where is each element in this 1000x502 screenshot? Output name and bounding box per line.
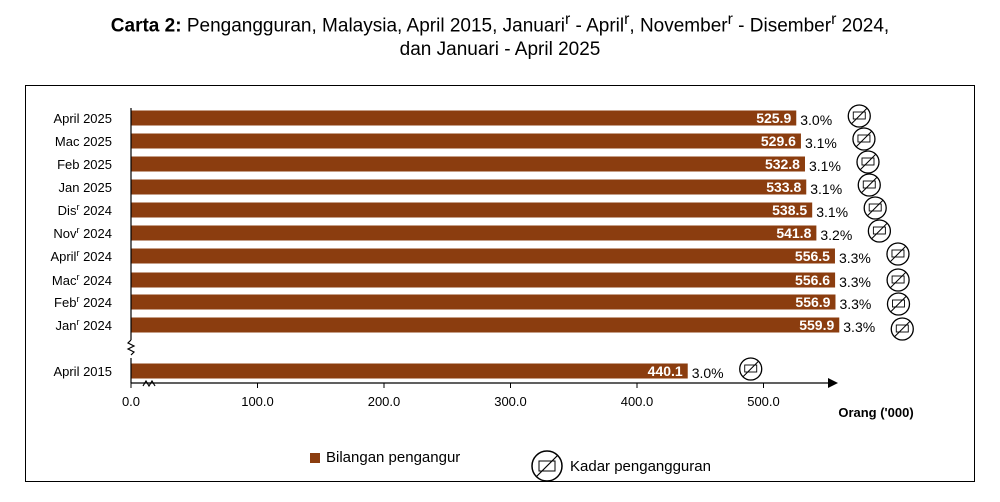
- rate-icon-6: [886, 242, 910, 266]
- category-label: April 2015: [53, 364, 112, 379]
- rate-icon-4: [863, 196, 887, 220]
- bar: [131, 179, 807, 195]
- chart-title: Carta 2: Pengangguran, Malaysia, April 2…: [0, 8, 1000, 62]
- category-label: Mac 2025: [55, 134, 112, 149]
- title-year: 2024,: [836, 15, 890, 37]
- bar-value-label: 532.8: [765, 156, 800, 172]
- title-sup-2: r: [624, 11, 630, 28]
- legend-bar-swatch: [310, 452, 320, 463]
- title-dash-1: -: [570, 15, 587, 37]
- rate-icon: [531, 450, 563, 482]
- rate-label: 3.1%: [805, 135, 837, 151]
- bar: [131, 363, 688, 379]
- title-disember: Disember: [749, 15, 832, 37]
- legend-rate: Kadar pengangguran: [530, 449, 711, 483]
- category-label: Disr 2024: [58, 202, 112, 218]
- x-tick-label: 500.0: [747, 394, 780, 409]
- title-sup-4: r: [831, 11, 837, 28]
- bar: [131, 248, 835, 264]
- bar-value-label: 559.9: [799, 317, 834, 333]
- rate-icon-5: [867, 219, 892, 243]
- category-label: April 2025: [53, 111, 112, 126]
- x-axis-break: [142, 379, 156, 388]
- category-label: Jan 2025: [59, 180, 113, 195]
- rate-label: 3.0%: [692, 365, 724, 381]
- rate-label: 3.3%: [839, 274, 871, 290]
- legend-rate-label: Kadar pengangguran: [570, 457, 711, 475]
- rate-label: 3.0%: [800, 112, 832, 128]
- title-line-2: dan Januari - April 2025: [399, 39, 601, 61]
- title-sup-3: r: [727, 11, 733, 28]
- rate-icon-7: [886, 268, 910, 292]
- bar-value-label: 556.9: [795, 294, 830, 310]
- category-label: Feb 2025: [57, 157, 112, 172]
- bar: [131, 272, 836, 288]
- x-tick-label: 100.0: [241, 394, 274, 409]
- rate-label: 3.2%: [820, 227, 852, 243]
- rate-label: 3.3%: [843, 319, 875, 335]
- x-tick-label: 200.0: [368, 394, 401, 409]
- title-april: April: [586, 15, 625, 37]
- rate-icon-3: [857, 173, 881, 197]
- bar-value-label: 533.8: [766, 179, 801, 195]
- bar-value-label: 538.5: [772, 202, 807, 218]
- category-label: Novr 2024: [53, 225, 112, 241]
- bar-value-label: 541.8: [776, 225, 811, 241]
- bar: [131, 202, 813, 218]
- rate-label: 3.1%: [809, 158, 841, 174]
- bar-value-label: 440.1: [648, 363, 683, 379]
- category-label: Aprilr 2024: [50, 248, 112, 264]
- x-tick-label: 300.0: [494, 394, 527, 409]
- rate-icon-10: [739, 357, 763, 381]
- title-dash-2: -: [732, 15, 750, 37]
- bar: [131, 225, 817, 241]
- category-label: Macr 2024: [52, 272, 112, 288]
- legend-bars: Bilangan pengangur: [310, 449, 460, 466]
- rate-label: 3.1%: [816, 204, 848, 220]
- bar-value-label: 525.9: [756, 110, 791, 126]
- rate-label: 3.1%: [810, 181, 842, 197]
- x-axis-arrow: [828, 378, 838, 388]
- chart-frame: [25, 85, 975, 482]
- title-november: November: [639, 15, 728, 37]
- bar: [131, 156, 805, 172]
- title-comma: ,: [629, 15, 640, 37]
- bar-value-label: 529.6: [761, 133, 796, 149]
- title-line-1: Carta 2: Pengangguran, Malaysia, April 2…: [0, 8, 1000, 38]
- bar: [131, 294, 836, 310]
- rate-icon-0: [847, 104, 871, 128]
- title-sup-1: r: [564, 11, 571, 28]
- category-label: Febr 2024: [54, 294, 112, 310]
- rate-label: 3.3%: [839, 296, 871, 312]
- title-prefix: Carta 2:: [110, 15, 182, 37]
- bar: [131, 133, 801, 149]
- rate-icon-1: [852, 127, 876, 151]
- rate-icon-9: [890, 317, 914, 341]
- bar-value-label: 556.6: [795, 272, 830, 288]
- y-axis-break: [126, 339, 136, 356]
- rate-icon-2: [856, 150, 880, 174]
- title-text-1: Pengangguran, Malaysia, April 2015, Janu…: [186, 15, 565, 37]
- x-tick-label: 0.0: [122, 394, 140, 409]
- bar-value-label: 556.5: [795, 248, 830, 264]
- bar: [131, 110, 797, 126]
- bar: [131, 317, 840, 333]
- x-axis-title: Orang ('000): [838, 405, 913, 420]
- legend-bars-label: Bilangan pengangur: [326, 449, 461, 466]
- rate-icon-8: [886, 292, 911, 316]
- x-tick-label: 400.0: [621, 394, 654, 409]
- category-label: Janr 2024: [55, 317, 112, 333]
- rate-label: 3.3%: [839, 250, 871, 266]
